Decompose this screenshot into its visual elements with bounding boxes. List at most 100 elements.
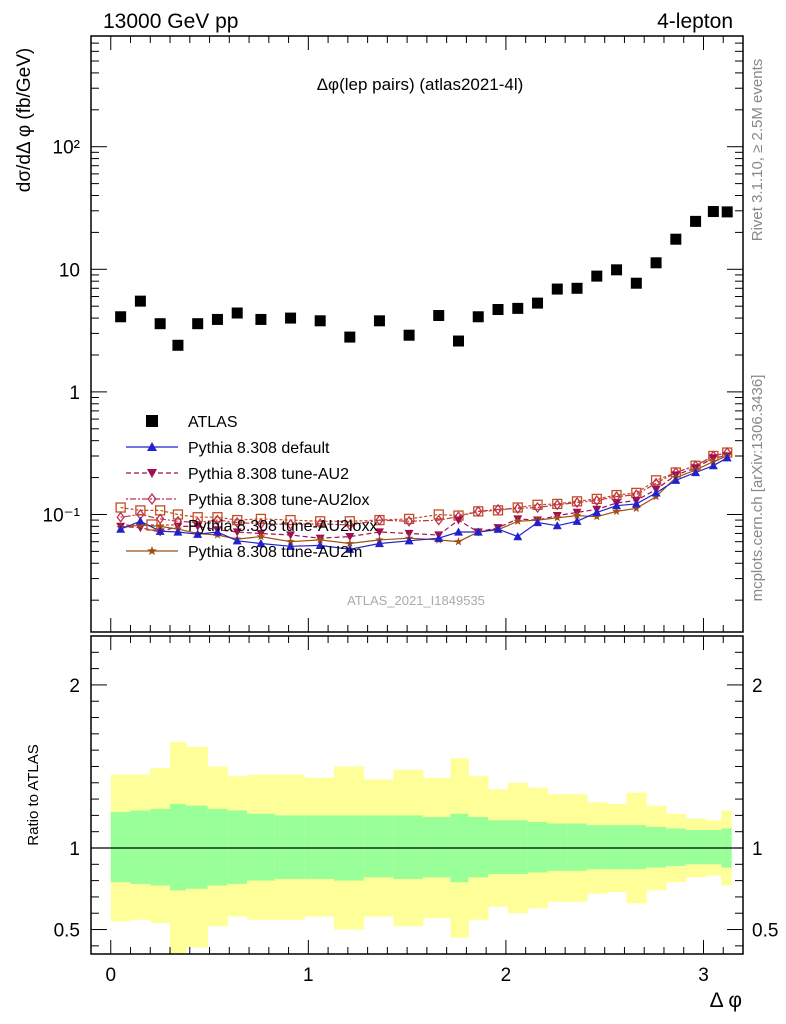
mcplots-credit-label: mcplots.cern.ch [arXiv:1306.3436] [749, 375, 766, 602]
series-line-pythia-8-308-tune-au2lox [120, 452, 728, 526]
point-pythia-8-308-default [345, 544, 355, 553]
legend-marker-pythia-8-308-tune-au2m [147, 546, 157, 556]
point-pythia-8-308-tune-au2m [553, 513, 562, 522]
ratio-inner-band-bin [606, 825, 627, 870]
legend-marker-pythia-8-308-tune-au2loxx [146, 519, 158, 531]
point-pythia-8-308-default [671, 475, 681, 484]
point-pythia-8-308-tune-au2loxx [212, 512, 223, 523]
point-pythia-8-308-tune-au2 [135, 524, 145, 533]
ratio-axes: 0 1 2 3 0.5 0.5 1 1 2 2 [54, 635, 778, 986]
point-pythia-8-308-default [286, 541, 296, 550]
ratio-inner-band-bin [150, 808, 171, 886]
point-pythia-8-308-tune-au2lox [286, 518, 295, 530]
legend-label-atlas: ATLAS [188, 414, 238, 431]
point-pythia-8-308-tune-au2lox [316, 518, 325, 530]
point-atlas [344, 331, 356, 343]
point-pythia-8-308-tune-au2lox [256, 518, 266, 530]
point-pythia-8-308-default [572, 516, 582, 525]
ratio-inner-band-bin [110, 812, 132, 883]
point-pythia-8-308-tune-au2loxx [255, 513, 267, 525]
point-atlas [532, 297, 544, 309]
point-pythia-8-308-tune-au2 [286, 531, 296, 540]
point-pythia-8-308-tune-au2 [453, 516, 463, 525]
point-pythia-8-308-default [533, 518, 543, 527]
point-pythia-8-308-default [212, 527, 222, 536]
ratio-tick-label-right: 2 [752, 676, 763, 697]
series-line-pythia-8-308-tune-au2loxx [120, 452, 728, 522]
point-atlas [551, 283, 563, 295]
point-pythia-8-308-tune-au2lox [533, 501, 542, 514]
point-pythia-8-308-default [722, 453, 732, 462]
point-pythia-8-308-tune-au2loxx [403, 513, 415, 525]
point-pythia-8-308-default [374, 538, 384, 548]
ratio-tick-label-right: 0.5 [752, 921, 778, 942]
point-pythia-8-308-default [592, 507, 602, 516]
ratio-inner-band-bin [363, 815, 394, 878]
point-pythia-8-308-default [631, 499, 641, 508]
point-pythia-8-308-tune-au2loxx [232, 514, 243, 526]
analysis-watermark: ATLAS_2021_I1849535 [347, 593, 485, 608]
ratio-inner-band-bin [646, 826, 667, 868]
y-axis-title: dσ/dΔ φ (fb/GeV) [14, 48, 35, 192]
point-pythia-8-308-tune-au2loxx [192, 512, 203, 523]
channel-label: 4-lepton [657, 10, 733, 33]
ratio-inner-band-bin [626, 825, 647, 870]
point-pythia-8-308-tune-au2m [345, 538, 355, 548]
ratio-inner-band-bin [507, 820, 529, 875]
data-markers [115, 206, 733, 553]
point-pythia-8-308-default [612, 501, 622, 510]
point-pythia-8-308-tune-au2 [193, 522, 203, 531]
point-pythia-8-308-tune-au2m [513, 516, 523, 525]
point-pythia-8-308-tune-au2lox [233, 516, 242, 529]
point-pythia-8-308-tune-au2m [315, 535, 325, 544]
ratio-uncertainty-bands [91, 742, 743, 954]
ratio-inner-band-bin [422, 817, 452, 878]
ratio-axis-title: Ratio to ATLAS [25, 744, 42, 845]
point-atlas [154, 318, 166, 330]
point-pythia-8-308-tune-au2lox [404, 515, 414, 527]
point-atlas [472, 311, 484, 323]
ratio-inner-band-bin [185, 805, 209, 889]
point-pythia-8-308-default [434, 533, 444, 542]
point-pythia-8-308-tune-au2 [374, 528, 384, 537]
x-tick-label: 3 [698, 965, 709, 986]
point-pythia-8-308-default [513, 532, 523, 541]
x-axis-title: Δ φ [710, 989, 742, 1012]
point-atlas [571, 282, 583, 294]
point-pythia-8-308-tune-au2loxx [172, 509, 184, 520]
point-pythia-8-308-tune-au2loxx [433, 509, 444, 520]
ratio-inner-band-bin [207, 808, 228, 886]
point-pythia-8-308-default [453, 527, 463, 536]
point-atlas [492, 303, 504, 315]
point-pythia-8-308-tune-au2m [454, 537, 463, 546]
ratio-inner-band-bin [705, 830, 722, 865]
point-atlas [591, 270, 603, 282]
ratio-inner-band-bin [586, 825, 608, 870]
y-tick-label: 10⁻¹ [43, 505, 81, 526]
point-atlas [134, 295, 146, 307]
point-atlas [433, 309, 445, 321]
point-pythia-8-308-tune-au2m [155, 521, 165, 530]
point-pythia-8-308-tune-au2loxx [344, 516, 355, 527]
point-pythia-8-308-default [193, 529, 203, 538]
legend-marker-atlas [146, 415, 158, 427]
point-pythia-8-308-default [473, 527, 483, 536]
legend-label-pythia-8-308-tune-au2loxx: Pythia 8.308 tune-AU2loxx [188, 518, 377, 535]
ratio-inner-band-bin [685, 830, 706, 865]
rivet-version-label: Rivet 3.1.10, ≥ 2.5M events [749, 59, 766, 242]
point-pythia-8-308-tune-au2lox [434, 514, 443, 526]
point-pythia-8-308-tune-au2lox [345, 519, 355, 531]
point-pythia-8-308-default [116, 524, 126, 533]
x-tick-label: 2 [501, 965, 512, 986]
point-atlas [630, 277, 642, 289]
ratio-inner-band-bin [170, 803, 187, 891]
point-atlas [192, 318, 204, 330]
point-pythia-8-308-tune-au2m [612, 506, 621, 516]
ratio-plot-frame [90, 635, 744, 955]
ratio-tick-label: 1 [69, 839, 80, 860]
point-pythia-8-308-default [651, 488, 661, 497]
point-pythia-8-308-tune-au2m [572, 511, 582, 520]
point-pythia-8-308-tune-au2lox [493, 503, 503, 515]
ratio-inner-band-bin [393, 815, 424, 879]
